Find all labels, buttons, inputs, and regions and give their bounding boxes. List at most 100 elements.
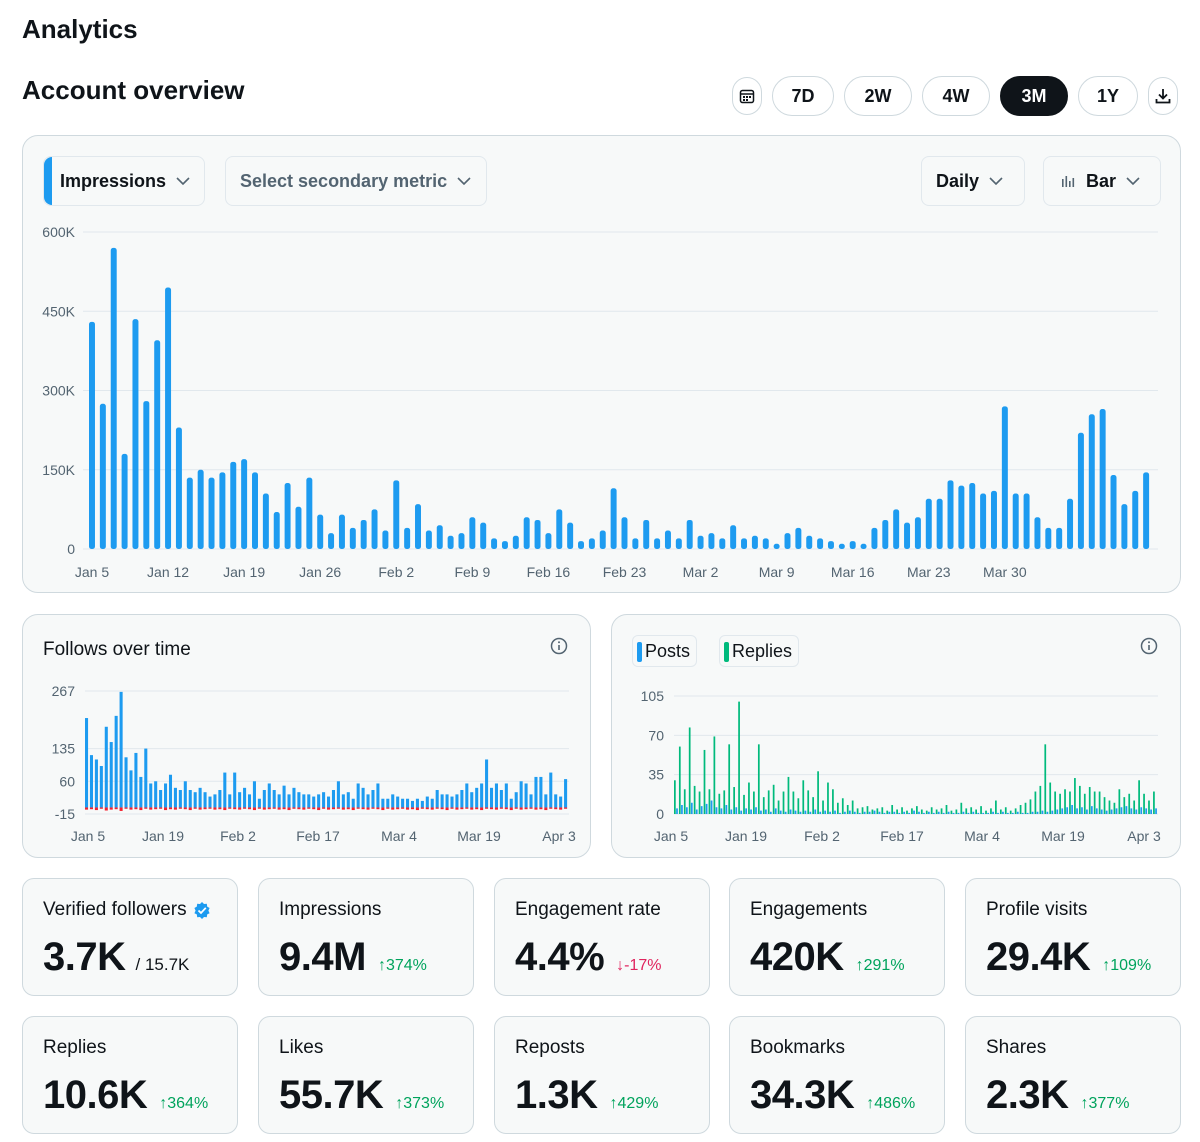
impressions-bar bbox=[958, 485, 965, 549]
unfollows-bar bbox=[124, 807, 128, 809]
impressions-bar bbox=[1143, 472, 1150, 549]
stat-value: 9.4M bbox=[279, 935, 366, 979]
posts-replies-bar-chart: 0 35 70 105 Jan 5 Jan 19 Feb 2 Feb 17 Mar 4 Mar 1… bbox=[641, 688, 1161, 844]
range-1y-button[interactable]: 1Y bbox=[1078, 76, 1138, 116]
replies-bar bbox=[945, 805, 948, 814]
unfollows-bar bbox=[173, 807, 177, 810]
replies-bar bbox=[1034, 791, 1037, 814]
y-tick-label: 0 bbox=[67, 541, 75, 557]
stat-value-row: 34.3K ↑486% bbox=[750, 1073, 915, 1118]
replies-bar bbox=[836, 802, 839, 814]
follows-bar bbox=[534, 776, 538, 808]
impressions-bar bbox=[773, 543, 780, 549]
posts-swatch bbox=[637, 642, 642, 662]
y-tick-label: 300K bbox=[42, 383, 75, 399]
posts-bar bbox=[893, 811, 896, 814]
stat-card-impressions[interactable]: Impressions 9.4M ↑374% bbox=[258, 878, 474, 996]
follows-bar bbox=[346, 792, 350, 808]
y-tick-label: 267 bbox=[52, 683, 76, 699]
stat-label: Engagement rate bbox=[515, 899, 661, 920]
stat-delta: ↑373% bbox=[395, 1095, 444, 1113]
posts-bar bbox=[720, 808, 723, 814]
impressions-bar bbox=[447, 535, 454, 549]
posts-bar bbox=[681, 805, 683, 814]
range-2w-button[interactable]: 2W bbox=[844, 76, 912, 116]
posts-bar bbox=[918, 811, 920, 814]
replies-bar bbox=[728, 744, 731, 814]
download-button[interactable] bbox=[1148, 77, 1178, 115]
chart-type-dropdown[interactable]: Bar bbox=[1043, 156, 1161, 206]
stat-card-profile-visits[interactable]: Profile visits 29.4K ↑109% bbox=[965, 878, 1181, 996]
primary-metric-dropdown[interactable]: Impressions bbox=[43, 156, 205, 206]
impressions-bar bbox=[936, 498, 943, 549]
info-icon[interactable] bbox=[1140, 637, 1158, 655]
posts-bar bbox=[1100, 809, 1103, 814]
stat-card-engagement-rate[interactable]: Engagement rate 4.4% ↓-17% bbox=[494, 878, 710, 996]
legend-replies[interactable]: Replies bbox=[719, 635, 800, 667]
impressions-bar bbox=[1099, 408, 1106, 549]
stat-value-row: 55.7K ↑373% bbox=[279, 1073, 444, 1118]
follows-bar bbox=[233, 772, 237, 808]
legend-posts[interactable]: Posts bbox=[632, 635, 698, 667]
follows-bar bbox=[252, 781, 256, 808]
y-tick-label: 135 bbox=[52, 741, 76, 757]
stat-label: Bookmarks bbox=[750, 1037, 846, 1058]
posts-bar bbox=[1110, 809, 1113, 814]
posts-bar bbox=[1140, 807, 1143, 814]
unfollows-bar bbox=[554, 807, 558, 810]
stat-label-row: Bookmarks bbox=[750, 1037, 845, 1059]
x-tick-label: Jan 19 bbox=[223, 564, 265, 580]
replies-bar bbox=[1044, 744, 1047, 814]
posts-bar bbox=[690, 802, 693, 814]
follows-card-title: Follows over time bbox=[43, 639, 191, 660]
impressions-bar bbox=[501, 541, 508, 549]
stat-card-verified-followers[interactable]: Verified followers 3.7K / 15.7K bbox=[22, 878, 238, 996]
follows-bar bbox=[415, 798, 419, 808]
replies-bar bbox=[787, 776, 790, 814]
range-7d-button[interactable]: 7D bbox=[772, 76, 834, 116]
unfollows-bar bbox=[149, 807, 153, 810]
follows-bar bbox=[430, 798, 434, 808]
replies-bar bbox=[1088, 787, 1091, 814]
impressions-bar bbox=[165, 287, 172, 549]
stat-card-reposts[interactable]: Reposts 1.3K ↑429% bbox=[494, 1016, 710, 1134]
stat-delta-value: 377% bbox=[1088, 1095, 1130, 1112]
stat-card-replies[interactable]: Replies 10.6K ↑364% bbox=[22, 1016, 238, 1134]
stat-delta: ↑109% bbox=[1102, 957, 1151, 975]
replies-bar bbox=[1093, 791, 1096, 814]
unfollows-bar bbox=[529, 807, 533, 809]
x-tick-label: Feb 23 bbox=[603, 564, 647, 580]
follows-bar bbox=[544, 794, 548, 808]
info-icon[interactable] bbox=[550, 637, 568, 655]
range-4w-button[interactable]: 4W bbox=[922, 76, 990, 116]
stat-card-bookmarks[interactable]: Bookmarks 34.3K ↑486% bbox=[729, 1016, 945, 1134]
posts-bar bbox=[957, 812, 960, 814]
x-tick-label: Jan 5 bbox=[654, 828, 688, 844]
stat-label-row: Replies bbox=[43, 1037, 106, 1059]
stat-card-shares[interactable]: Shares 2.3K ↑377% bbox=[965, 1016, 1181, 1134]
follows-bar bbox=[287, 794, 291, 808]
stat-card-likes[interactable]: Likes 55.7K ↑373% bbox=[258, 1016, 474, 1134]
unfollows-bar bbox=[460, 807, 464, 810]
unfollows-bar bbox=[292, 807, 296, 809]
stat-card-engagements[interactable]: Engagements 420K ↑291% bbox=[729, 878, 945, 996]
impressions-bar bbox=[882, 519, 889, 549]
posts-bar bbox=[710, 800, 713, 814]
x-tick-label: Feb 17 bbox=[296, 828, 340, 844]
follows-bar bbox=[228, 794, 232, 808]
stat-label-row: Profile visits bbox=[986, 899, 1087, 921]
follows-bar bbox=[119, 691, 123, 808]
stat-delta-value: -17% bbox=[624, 957, 662, 974]
range-3m-button[interactable]: 3M bbox=[1000, 76, 1068, 116]
stat-delta: ↑364% bbox=[159, 1095, 208, 1113]
unfollows-bar bbox=[198, 807, 202, 810]
secondary-metric-dropdown[interactable]: Select secondary metric bbox=[225, 156, 487, 206]
follows-bar bbox=[327, 796, 331, 808]
posts-bar bbox=[745, 808, 747, 814]
follows-bar bbox=[109, 742, 113, 808]
arrow-up-icon: ↑ bbox=[1102, 957, 1111, 974]
impressions-bar bbox=[154, 340, 161, 549]
granularity-dropdown[interactable]: Daily bbox=[921, 156, 1025, 206]
calendar-button[interactable] bbox=[732, 77, 762, 115]
stat-label-row: Likes bbox=[279, 1037, 323, 1059]
